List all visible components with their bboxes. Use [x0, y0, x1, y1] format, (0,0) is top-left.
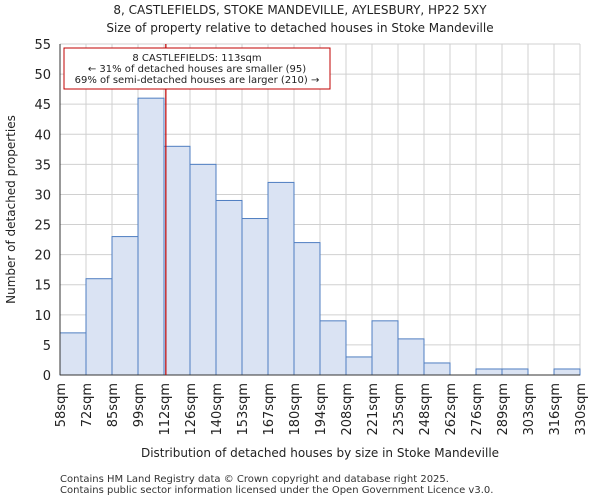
- y-axis-label: Number of detached properties: [4, 115, 18, 304]
- y-tick-label: 10: [34, 309, 51, 324]
- x-tick-label: 58sqm: [54, 383, 69, 427]
- x-tick-label: 289sqm: [496, 383, 511, 436]
- x-tick-label: 126sqm: [184, 383, 199, 436]
- annotation-line-2: ← 31% of detached houses are smaller (95…: [88, 64, 306, 75]
- footer-line-1: Contains HM Land Registry data © Crown c…: [60, 474, 449, 485]
- annotation-line-1: 8 CASTLEFIELDS: 113sqm: [132, 53, 261, 64]
- bar: [189, 163, 217, 376]
- bar: [215, 199, 243, 376]
- bar: [371, 320, 399, 376]
- x-tick-label: 330sqm: [574, 383, 589, 436]
- x-tick-label: 235sqm: [392, 383, 407, 436]
- x-tick-label: 167sqm: [262, 383, 277, 436]
- y-tick-label: 45: [34, 98, 51, 113]
- annotation-box: [63, 47, 331, 90]
- x-tick-label: 180sqm: [288, 383, 303, 436]
- bar: [85, 278, 113, 376]
- x-tick-label: 153sqm: [236, 383, 251, 436]
- bar: [59, 332, 87, 376]
- y-tick-label: 5: [43, 339, 51, 354]
- x-tick-label: 72sqm: [80, 383, 95, 427]
- bar: [163, 145, 191, 376]
- x-tick-label: 248sqm: [418, 383, 433, 436]
- bar: [137, 97, 165, 376]
- x-tick-label: 194sqm: [314, 383, 329, 436]
- x-tick-label: 85sqm: [106, 383, 121, 427]
- bar: [423, 362, 451, 376]
- x-tick-label: 276sqm: [470, 383, 485, 436]
- annotation-line-3: 69% of semi-detached houses are larger (…: [75, 75, 320, 86]
- chart-title: 8, CASTLEFIELDS, STOKE MANDEVILLE, AYLES…: [113, 3, 487, 17]
- x-axis-label: Distribution of detached houses by size …: [141, 446, 499, 460]
- bar: [397, 338, 425, 376]
- chart-subtitle: Size of property relative to detached ho…: [106, 21, 494, 35]
- bar: [319, 320, 347, 376]
- y-tick-label: 40: [34, 128, 51, 143]
- x-tick-label: 99sqm: [132, 383, 147, 427]
- x-tick-label: 140sqm: [210, 383, 225, 436]
- y-tick-label: 55: [34, 38, 51, 53]
- x-tick-label: 303sqm: [522, 383, 537, 436]
- bar: [475, 368, 503, 376]
- y-tick-label: 15: [34, 279, 51, 294]
- y-tick-label: 30: [34, 188, 51, 203]
- bar: [553, 368, 581, 376]
- x-tick-label: 262sqm: [444, 383, 459, 436]
- bar: [241, 218, 269, 376]
- bar: [501, 368, 529, 376]
- x-tick-label: 316sqm: [548, 383, 563, 436]
- y-tick-label: 50: [34, 68, 51, 83]
- bar: [111, 236, 139, 376]
- bar: [267, 181, 295, 376]
- footer-line-2: Contains public sector information licen…: [60, 485, 494, 496]
- y-tick-label: 0: [43, 369, 51, 384]
- bar: [345, 356, 373, 376]
- x-tick-label: 221sqm: [366, 383, 381, 436]
- x-tick-label: 208sqm: [340, 383, 355, 436]
- bar: [293, 242, 321, 376]
- y-tick-label: 35: [34, 158, 51, 173]
- y-tick-label: 25: [34, 219, 51, 234]
- y-tick-label: 20: [34, 249, 51, 264]
- x-tick-label: 112sqm: [158, 383, 173, 436]
